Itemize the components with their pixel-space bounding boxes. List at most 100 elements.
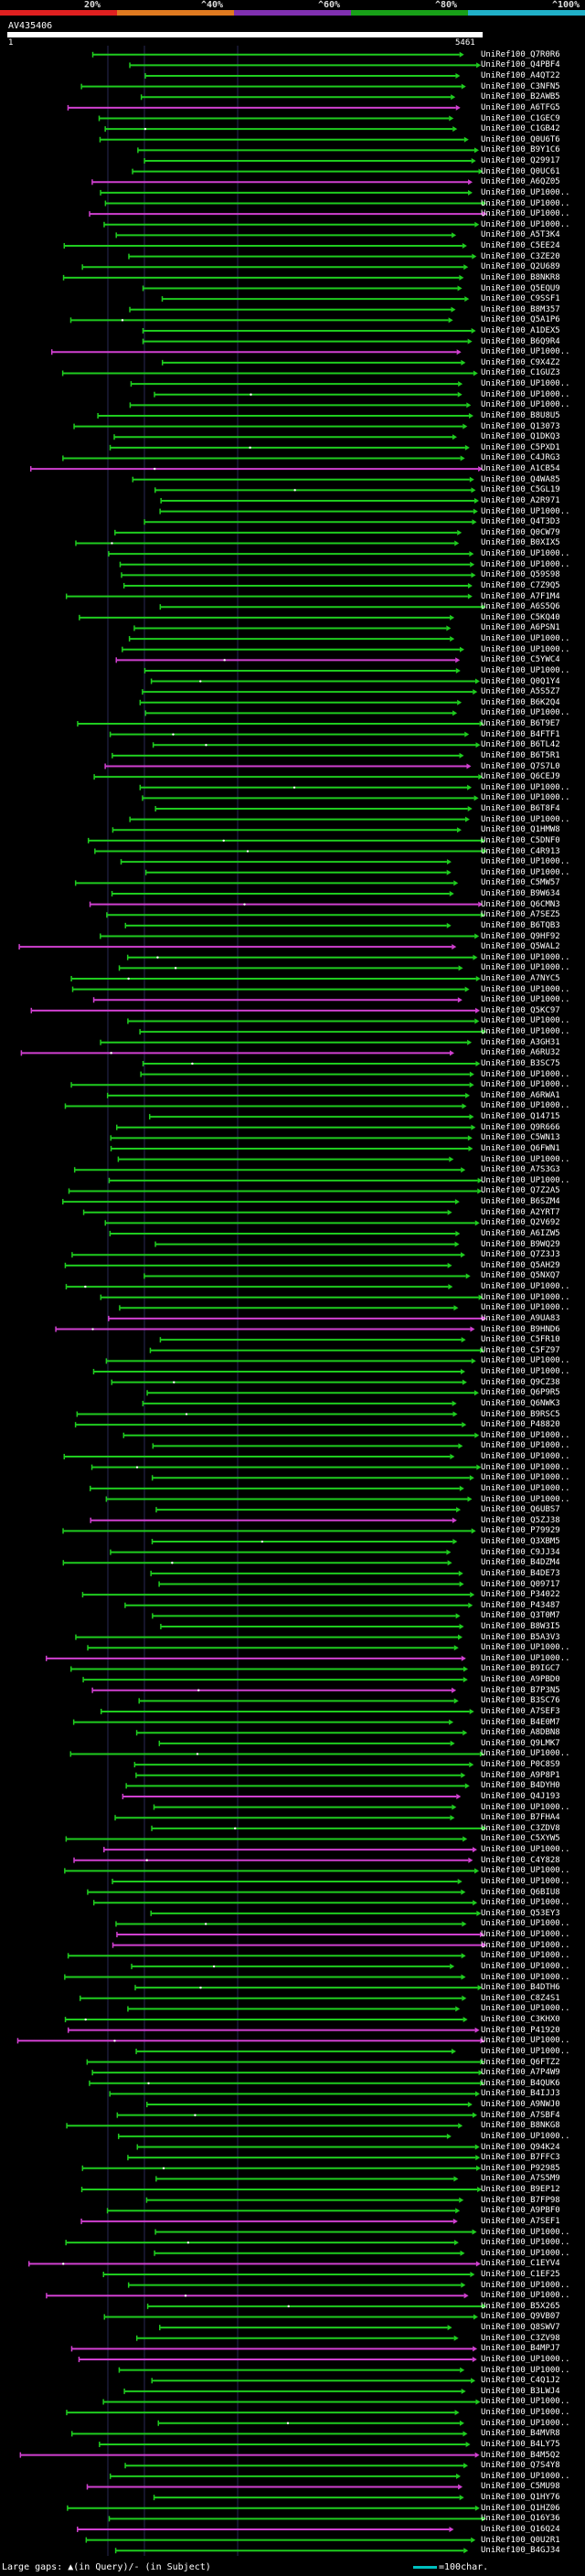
hit-label[interactable]: UniRef100_B4MVR8 xyxy=(481,2429,560,2439)
hit-label[interactable]: UniRef100_UP1000.. xyxy=(481,995,570,1005)
hit-label[interactable]: UniRef100_C1GB42 xyxy=(481,124,560,134)
hit-label[interactable]: UniRef100_UP1000.. xyxy=(481,1749,570,1759)
hit-label[interactable]: UniRef100_UP1000.. xyxy=(481,549,570,559)
hit-label[interactable]: UniRef100_UP1000.. xyxy=(481,2408,570,2418)
hit-label[interactable]: UniRef100_Q6P9R5 xyxy=(481,1388,560,1398)
hit-label[interactable]: UniRef100_UP1000.. xyxy=(481,984,570,994)
hit-label[interactable]: UniRef100_B9EP12 xyxy=(481,2185,560,2194)
hit-label[interactable]: UniRef100_C3NFN5 xyxy=(481,81,560,91)
hit-label[interactable]: UniRef100_B7P3N5 xyxy=(481,1685,560,1695)
hit-label[interactable]: UniRef100_UP1000.. xyxy=(481,867,570,877)
hit-label[interactable]: UniRef100_UP1000.. xyxy=(481,1080,570,1090)
hit-label[interactable]: UniRef100_C5YWC4 xyxy=(481,655,560,665)
hit-label[interactable]: UniRef100_Q5EQU9 xyxy=(481,283,560,293)
hit-label[interactable]: UniRef100_UP1000.. xyxy=(481,1430,570,1440)
hit-label[interactable]: UniRef100_B9RSC5 xyxy=(481,1409,560,1419)
hit-label[interactable]: UniRef100_UP1000.. xyxy=(481,1356,570,1366)
hit-label[interactable]: UniRef100_C4JRG3 xyxy=(481,453,560,463)
hit-label[interactable]: UniRef100_UP1000.. xyxy=(481,1930,570,1940)
hit-label[interactable]: UniRef100_A8DBN8 xyxy=(481,1728,560,1738)
hit-label[interactable]: UniRef100_B9WQ29 xyxy=(481,1239,560,1249)
hit-label[interactable]: UniRef100_B9W634 xyxy=(481,889,560,899)
hit-label[interactable]: UniRef100_UP1000.. xyxy=(481,2291,570,2301)
hit-label[interactable]: UniRef100_UP1000.. xyxy=(481,2280,570,2290)
hit-label[interactable]: UniRef100_A7SEZ5 xyxy=(481,910,560,920)
hit-label[interactable]: UniRef100_P92985 xyxy=(481,2163,560,2173)
hit-label[interactable]: UniRef100_A9PBD0 xyxy=(481,1675,560,1685)
hit-label[interactable]: UniRef100_Q14715 xyxy=(481,1112,560,1122)
hit-label[interactable]: UniRef100_A9PBF0 xyxy=(481,2206,560,2216)
hit-label[interactable]: UniRef100_B4QUK6 xyxy=(481,2078,560,2088)
hit-label[interactable]: UniRef100_UP1000.. xyxy=(481,1802,570,1812)
hit-label[interactable]: UniRef100_B8NKG8 xyxy=(481,2121,560,2131)
hit-label[interactable]: UniRef100_A6S5Q6 xyxy=(481,602,560,612)
hit-label[interactable]: UniRef100_UP1000.. xyxy=(481,1951,570,1961)
hit-label[interactable]: UniRef100_Q0U2R1 xyxy=(481,2535,560,2545)
hit-label[interactable]: UniRef100_UP1000.. xyxy=(481,1473,570,1483)
hit-label[interactable]: UniRef100_UP1000.. xyxy=(481,1292,570,1302)
hit-label[interactable]: UniRef100_A6RU32 xyxy=(481,1048,560,1058)
hit-label[interactable]: UniRef100_UP1000.. xyxy=(481,1016,570,1026)
hit-label[interactable]: UniRef100_C9SSF1 xyxy=(481,294,560,304)
hit-label[interactable]: UniRef100_UP1000.. xyxy=(481,400,570,410)
hit-label[interactable]: UniRef100_UP1000.. xyxy=(481,665,570,675)
hit-label[interactable]: UniRef100_Q7Z2A5 xyxy=(481,1186,560,1196)
hit-label[interactable]: UniRef100_Q9VB07 xyxy=(481,2312,560,2322)
hit-label[interactable]: UniRef100_UP1000.. xyxy=(481,506,570,516)
hit-label[interactable]: UniRef100_A5T3K4 xyxy=(481,230,560,240)
hit-label[interactable]: UniRef100_A1DEX5 xyxy=(481,326,560,335)
hit-label[interactable]: UniRef100_B9IGC7 xyxy=(481,1664,560,1674)
hit-label[interactable]: UniRef100_UP1000.. xyxy=(481,1845,570,1855)
hit-label[interactable]: UniRef100_UP1000.. xyxy=(481,1483,570,1493)
hit-label[interactable]: UniRef100_B0XIX5 xyxy=(481,538,560,548)
hit-label[interactable]: UniRef100_C5XYW5 xyxy=(481,1834,560,1844)
hit-label[interactable]: UniRef100_UP1000.. xyxy=(481,347,570,357)
hit-label[interactable]: UniRef100_Q6NWK3 xyxy=(481,1398,560,1408)
hit-label[interactable]: UniRef100_UP1000.. xyxy=(481,1069,570,1079)
hit-label[interactable]: UniRef100_UP1000.. xyxy=(481,2354,570,2364)
hit-label[interactable]: UniRef100_A6QZ05 xyxy=(481,177,560,187)
hit-label[interactable]: UniRef100_UP1000.. xyxy=(481,2227,570,2237)
hit-label[interactable]: UniRef100_UP1000.. xyxy=(481,2036,570,2046)
hit-label[interactable]: UniRef100_C5MW57 xyxy=(481,878,560,888)
hit-label[interactable]: UniRef100_UP1000.. xyxy=(481,708,570,718)
hit-label[interactable]: UniRef100_B5A3V3 xyxy=(481,1632,560,1642)
hit-label[interactable]: UniRef100_A7F1M4 xyxy=(481,591,560,601)
hit-label[interactable]: UniRef100_UP1000.. xyxy=(481,814,570,824)
hit-label[interactable]: UniRef100_Q6CEJ9 xyxy=(481,772,560,782)
hit-label[interactable]: UniRef100_C1EF25 xyxy=(481,2269,560,2279)
hit-label[interactable]: UniRef100_Q0Q1Y4 xyxy=(481,676,560,686)
hit-label[interactable]: UniRef100_B3SC76 xyxy=(481,1696,560,1706)
hit-label[interactable]: UniRef100_UP1000.. xyxy=(481,1876,570,1886)
hit-label[interactable]: UniRef100_UP1000.. xyxy=(481,2238,570,2248)
hit-label[interactable]: UniRef100_Q9CZ38 xyxy=(481,1377,560,1387)
hit-label[interactable]: UniRef100_C5MU98 xyxy=(481,2482,560,2492)
hit-label[interactable]: UniRef100_Q7Z3J3 xyxy=(481,1250,560,1260)
hit-label[interactable]: UniRef100_Q7S4Y8 xyxy=(481,2461,560,2471)
hit-label[interactable]: UniRef100_A9NWJ0 xyxy=(481,2100,560,2110)
hit-label[interactable]: UniRef100_Q2U689 xyxy=(481,262,560,272)
hit-label[interactable]: UniRef100_B4DE73 xyxy=(481,1568,560,1578)
hit-label[interactable]: UniRef100_C8Z4S1 xyxy=(481,1993,560,2003)
hit-label[interactable]: UniRef100_A4QT22 xyxy=(481,71,560,81)
hit-label[interactable]: UniRef100_B7FP98 xyxy=(481,2195,560,2205)
hit-label[interactable]: UniRef100_Q09717 xyxy=(481,1579,560,1589)
hit-label[interactable]: UniRef100_UP1000.. xyxy=(481,389,570,399)
hit-label[interactable]: UniRef100_Q4J193 xyxy=(481,1791,560,1801)
hit-label[interactable]: UniRef100_Q9R666 xyxy=(481,1122,560,1132)
hit-label[interactable]: UniRef100_C4R913 xyxy=(481,846,560,856)
hit-label[interactable]: UniRef100_Q16Y36 xyxy=(481,2514,560,2524)
hit-label[interactable]: UniRef100_A5S5Z7 xyxy=(481,687,560,697)
hit-label[interactable]: UniRef100_Q6FTZ2 xyxy=(481,2057,560,2067)
hit-label[interactable]: UniRef100_C3KHX0 xyxy=(481,2015,560,2025)
hit-label[interactable]: UniRef100_C5DNF0 xyxy=(481,835,560,845)
hit-label[interactable]: UniRef100_A6TFG5 xyxy=(481,102,560,112)
hit-label[interactable]: UniRef100_UP1000.. xyxy=(481,1462,570,1472)
hit-label[interactable]: UniRef100_P41920 xyxy=(481,2025,560,2035)
hit-label[interactable]: UniRef100_B4DTH6 xyxy=(481,1983,560,1993)
hit-label[interactable]: UniRef100_C1GEC9 xyxy=(481,113,560,123)
hit-label[interactable]: UniRef100_B4IJJ3 xyxy=(481,2089,560,2099)
hit-label[interactable]: UniRef100_B2AWB5 xyxy=(481,92,560,102)
hit-label[interactable]: UniRef100_A7NYC5 xyxy=(481,974,560,983)
hit-label[interactable]: UniRef100_UP1000.. xyxy=(481,2365,570,2375)
